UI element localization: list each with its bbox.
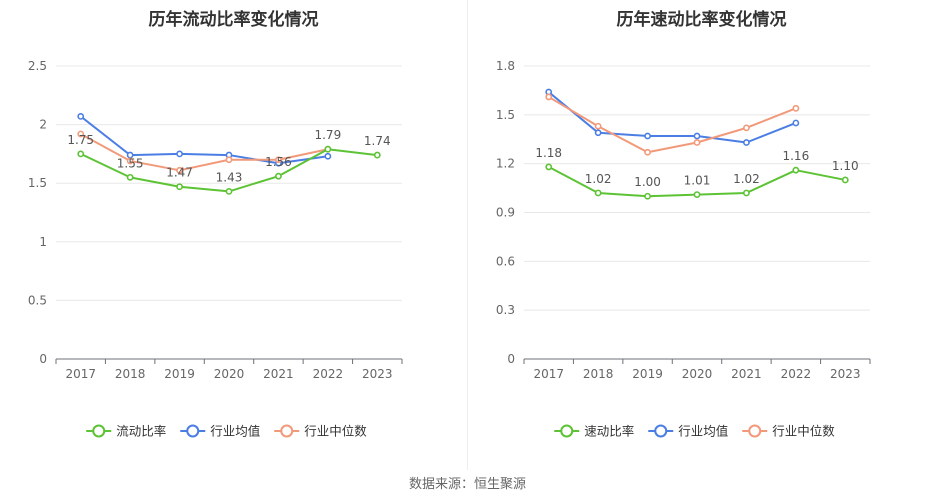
y-tick-label: 2 bbox=[39, 118, 47, 132]
data-label: 1.00 bbox=[634, 175, 661, 189]
legend-marker-icon bbox=[92, 424, 106, 438]
data-point bbox=[693, 191, 701, 198]
data-label: 1.74 bbox=[364, 134, 391, 148]
series-line bbox=[80, 115, 328, 165]
data-label: 1.01 bbox=[684, 174, 711, 188]
data-point bbox=[693, 139, 701, 146]
legend-label: 行业均值 bbox=[210, 424, 260, 439]
data-point bbox=[693, 132, 701, 140]
quick-ratio-chart: 历年速动比率变化情况 0 0.3 0.6 0.9 1.2 1.5 1.8 2017 2018 20… bbox=[468, 0, 935, 470]
legend-marker-icon bbox=[654, 424, 668, 438]
data-point bbox=[126, 173, 134, 181]
y-tick-label: 1 bbox=[39, 235, 47, 249]
data-point bbox=[275, 156, 282, 164]
y-tick-label: 0 bbox=[39, 352, 47, 366]
x-tick-label: 2018 bbox=[115, 367, 146, 381]
data-point bbox=[176, 166, 183, 174]
data-point bbox=[77, 130, 85, 138]
x-tick-label: 2017 bbox=[533, 367, 564, 381]
data-label: 1.75 bbox=[67, 133, 94, 147]
legend-marker-icon bbox=[560, 424, 574, 438]
data-label: 1.55 bbox=[117, 156, 144, 170]
chart-title: 历年流动比率变化情况 bbox=[148, 10, 319, 30]
quick-ratio-plot: 0 0.3 0.6 0.9 1.2 1.5 1.8 2017 2018 2019 2020 2021 2… bbox=[496, 59, 871, 439]
x-tick-label: 2020 bbox=[214, 367, 245, 381]
current-ratio-plot: 0 0.5 1 1.5 2 2.5 2017 2018 2019 2020 2021 2022 2023… bbox=[28, 59, 403, 439]
legend-marker-icon bbox=[748, 424, 762, 438]
data-point bbox=[77, 112, 85, 120]
data-point bbox=[644, 192, 651, 200]
data-point bbox=[225, 156, 233, 164]
y-tick-label: 2.5 bbox=[28, 59, 47, 73]
x-tick-label: 2021 bbox=[263, 367, 294, 381]
y-tick-label: 1.5 bbox=[28, 176, 47, 190]
current-ratio-chart: 历年流动比率变化情况 0 0.5 1 1.5 2 2.5 2017 2018 2019 2020 2… bbox=[0, 0, 467, 470]
data-label: 1.56 bbox=[265, 155, 292, 169]
data-point bbox=[77, 150, 85, 158]
x-tick-label: 2023 bbox=[830, 367, 861, 381]
y-tick-label: 0.5 bbox=[28, 293, 47, 307]
x-tick-label: 2019 bbox=[632, 367, 663, 381]
data-point bbox=[594, 122, 602, 130]
data-point bbox=[594, 189, 602, 197]
data-point bbox=[225, 188, 233, 195]
data-point bbox=[126, 157, 134, 165]
data-point bbox=[841, 176, 849, 184]
data-label: 1.18 bbox=[535, 146, 562, 160]
data-point bbox=[792, 119, 800, 127]
data-point bbox=[275, 172, 282, 180]
data-point bbox=[743, 189, 750, 197]
legend-marker-icon bbox=[186, 424, 200, 438]
data-label: 1.47 bbox=[166, 166, 193, 180]
data-label: 1.79 bbox=[314, 128, 341, 142]
legend-label: 行业均值 bbox=[678, 424, 728, 439]
x-tick-label: 2020 bbox=[682, 367, 713, 381]
data-source-label: 数据来源：恒生聚源 bbox=[408, 477, 526, 492]
x-tick-label: 2021 bbox=[731, 367, 762, 381]
series-line bbox=[548, 96, 797, 154]
y-tick-label: 1.5 bbox=[496, 108, 515, 122]
legend-label: 行业中位数 bbox=[772, 424, 835, 439]
data-point bbox=[176, 150, 183, 158]
data-point bbox=[743, 124, 750, 132]
data-point bbox=[545, 93, 553, 101]
x-tick-label: 2019 bbox=[164, 367, 195, 381]
x-tick-label: 2023 bbox=[362, 367, 393, 381]
data-point bbox=[176, 183, 183, 191]
y-tick-label: 0.3 bbox=[496, 303, 515, 317]
legend-marker-icon bbox=[280, 424, 294, 438]
x-tick-label: 2017 bbox=[65, 367, 96, 381]
y-tick-label: 0 bbox=[507, 352, 515, 366]
series-line bbox=[80, 133, 329, 172]
y-tick-label: 1.2 bbox=[496, 157, 515, 171]
data-point bbox=[644, 132, 651, 140]
y-tick-label: 0.9 bbox=[496, 206, 515, 220]
data-point bbox=[792, 166, 800, 174]
y-tick-label: 1.8 bbox=[496, 59, 515, 73]
data-point bbox=[594, 129, 602, 137]
data-point bbox=[545, 163, 553, 171]
legend-label: 速动比率 bbox=[584, 424, 634, 439]
data-label: 1.16 bbox=[782, 149, 809, 163]
data-point bbox=[792, 104, 800, 112]
legend-label: 流动比率 bbox=[116, 424, 166, 439]
data-point bbox=[324, 152, 332, 160]
data-label: 1.10 bbox=[832, 159, 859, 173]
data-label: 1.43 bbox=[216, 170, 243, 184]
x-tick-label: 2022 bbox=[313, 367, 344, 381]
y-tick-label: 0.6 bbox=[496, 254, 515, 268]
data-point bbox=[743, 139, 750, 146]
chart-title: 历年速动比率变化情况 bbox=[616, 10, 787, 30]
legend-label: 行业中位数 bbox=[304, 424, 367, 439]
panel-divider bbox=[467, 0, 468, 470]
data-label: 1.02 bbox=[733, 172, 760, 186]
data-label: 1.02 bbox=[585, 172, 612, 186]
data-point bbox=[324, 145, 332, 153]
data-point bbox=[644, 148, 651, 156]
x-tick-label: 2022 bbox=[781, 367, 812, 381]
x-tick-label: 2018 bbox=[583, 367, 614, 381]
series-line bbox=[548, 91, 797, 144]
data-point bbox=[373, 151, 381, 159]
